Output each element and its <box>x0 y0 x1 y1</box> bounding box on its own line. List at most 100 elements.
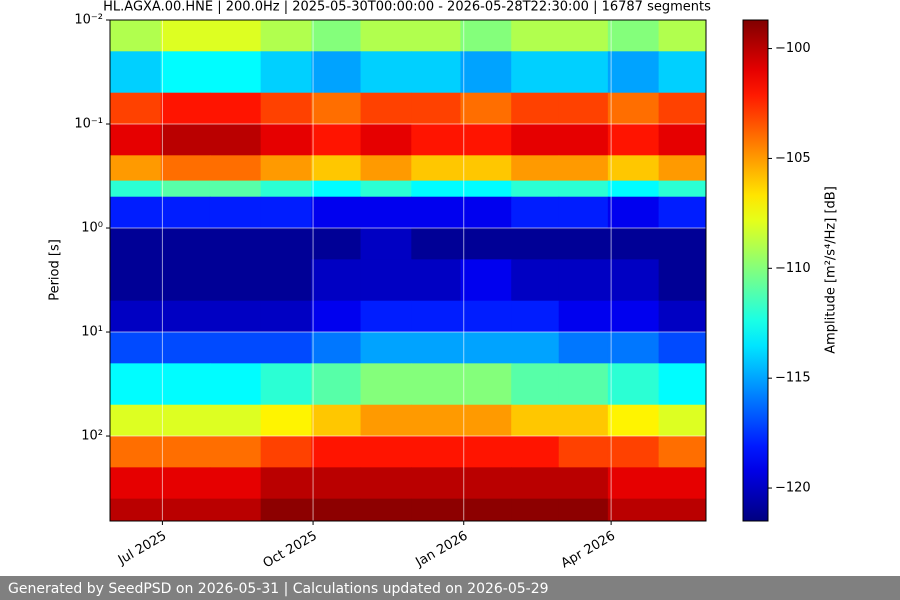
heatmap-cell <box>160 180 211 198</box>
heatmap-cell <box>209 467 262 500</box>
heatmap-cell <box>558 228 609 260</box>
heatmap-cell <box>311 259 362 302</box>
heatmap-cell <box>558 498 609 522</box>
heatmap-cell <box>209 300 262 333</box>
heatmap-cell <box>160 498 211 522</box>
heatmap-cell <box>511 92 560 125</box>
heatmap-cell <box>209 51 262 94</box>
heatmap-cell <box>511 259 560 302</box>
heatmap-cell <box>460 124 512 156</box>
heatmap-cell <box>110 467 162 500</box>
y-tick-label: 10⁻² <box>74 13 103 28</box>
heatmap-cell <box>411 155 461 182</box>
heatmap-cell <box>411 92 461 125</box>
heatmap-cell <box>311 92 362 125</box>
heatmap-cell <box>658 51 707 94</box>
heatmap-cell <box>460 155 512 182</box>
heatmap-cell <box>360 332 412 364</box>
heatmap-cell <box>411 498 461 522</box>
heatmap-cell <box>209 332 262 364</box>
heatmap-cell <box>658 92 707 125</box>
heatmap-cell <box>558 300 609 333</box>
heatmap-cell <box>658 404 707 437</box>
heatmap-cell <box>607 498 660 522</box>
heatmap-cell <box>411 467 461 500</box>
heatmap-cell <box>511 363 560 406</box>
heatmap-cell <box>311 467 362 500</box>
heatmap-cell <box>658 436 707 468</box>
heatmap-cell <box>511 51 560 94</box>
heatmap-cell <box>260 228 312 260</box>
colorbar <box>742 19 769 522</box>
heatmap-cell <box>658 498 707 522</box>
heatmap-cell <box>411 51 461 94</box>
heatmap-cell <box>160 228 211 260</box>
heatmap-cell <box>607 51 660 94</box>
heatmap-cell <box>110 404 162 437</box>
heatmap-cell <box>260 363 312 406</box>
heatmap-cell <box>260 180 312 198</box>
heatmap-cell <box>511 498 560 522</box>
heatmap-cell <box>511 467 560 500</box>
heatmap-cell <box>658 180 707 198</box>
heatmap-cell <box>658 467 707 500</box>
heatmap-cell <box>607 404 660 437</box>
heatmap-cell <box>460 180 512 198</box>
heatmap-cell <box>460 363 512 406</box>
heatmap-cell <box>607 300 660 333</box>
heatmap-cell <box>460 467 512 500</box>
heatmap-cell <box>607 196 660 229</box>
heatmap-cell <box>311 51 362 94</box>
heatmap-cell <box>110 228 162 260</box>
heatmap-cell <box>209 92 262 125</box>
heatmap-cell <box>160 155 211 182</box>
heatmap-cell <box>411 180 461 198</box>
heatmap-cell <box>110 332 162 364</box>
heatmap-cell <box>411 124 461 156</box>
heatmap-cell <box>260 124 312 156</box>
heatmap-cell <box>160 300 211 333</box>
colorbar-tick-label: −100 <box>775 41 811 56</box>
heatmap-cell <box>558 180 609 198</box>
heatmap-cell <box>209 196 262 229</box>
colorbar-label: Amplitude [m²/s⁴/Hz] [dB] <box>824 186 839 354</box>
heatmap-cell <box>558 51 609 94</box>
heatmap-cell <box>411 20 461 52</box>
heatmap-cell <box>360 155 412 182</box>
heatmap-cell <box>558 332 609 364</box>
heatmap-cell <box>558 467 609 500</box>
heatmap-cell <box>511 180 560 198</box>
heatmap-cell <box>460 404 512 437</box>
heatmap-cell <box>460 92 512 125</box>
heatmap-cell <box>558 363 609 406</box>
heatmap-cell <box>558 92 609 125</box>
heatmap-cell <box>511 332 560 364</box>
plot-frame <box>109 19 707 522</box>
heatmap-cell <box>607 180 660 198</box>
heatmap-cell <box>110 300 162 333</box>
heatmap-cell <box>160 436 211 468</box>
heatmap-cell <box>260 92 312 125</box>
heatmap-cell <box>658 300 707 333</box>
colorbar-tick-label: −115 <box>775 371 811 386</box>
heatmap-cell <box>110 363 162 406</box>
heatmap-cell <box>360 51 412 94</box>
heatmap-cell <box>658 124 707 156</box>
heatmap-cell <box>209 228 262 260</box>
heatmap-cell <box>160 92 211 125</box>
heatmap-cell <box>160 404 211 437</box>
heatmap-cell <box>360 259 412 302</box>
heatmap-cell <box>658 228 707 260</box>
heatmap-cell <box>311 498 362 522</box>
y-axis-label: Period [s] <box>48 239 63 301</box>
colorbar-tick-label: −120 <box>775 481 811 496</box>
heatmap-cell <box>360 467 412 500</box>
heatmap-cell <box>311 363 362 406</box>
heatmap-cell <box>311 404 362 437</box>
heatmap-cell <box>260 467 312 500</box>
heatmap-cell <box>511 436 560 468</box>
heatmap-cell <box>607 20 660 52</box>
heatmap-cell <box>110 124 162 156</box>
heatmap-cell <box>411 436 461 468</box>
heatmap-cell <box>360 196 412 229</box>
